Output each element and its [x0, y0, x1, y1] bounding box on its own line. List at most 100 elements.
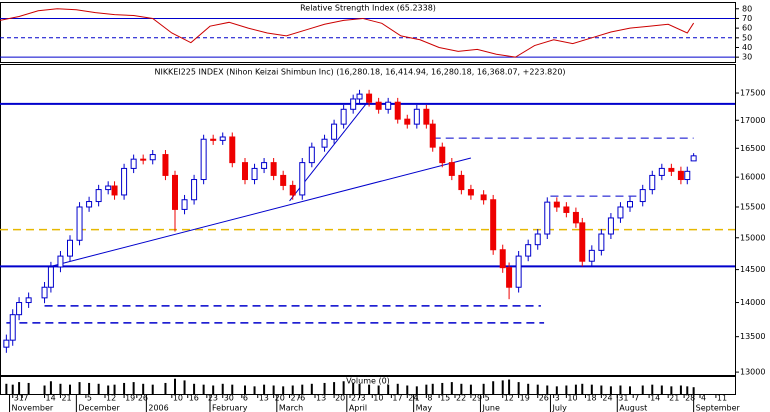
y-tick-label: 16500	[740, 144, 765, 153]
volume-bar	[59, 383, 62, 394]
x-tick-label: 12	[106, 394, 116, 403]
volume-bar	[600, 385, 603, 394]
candle-body	[668, 167, 675, 172]
volume-bar	[164, 382, 167, 394]
volume-bar	[536, 384, 539, 394]
candle-body	[490, 199, 497, 251]
candle-body	[308, 146, 315, 164]
price-frame	[0, 64, 736, 376]
volume-bar	[231, 384, 234, 394]
candle-body	[579, 222, 586, 262]
volume-bar	[151, 384, 154, 394]
price-title: NIKKEI225 INDEX (Nihon Keizai Shimbun In…	[154, 68, 565, 77]
candle-body	[25, 297, 32, 304]
y-tick-label: 60	[742, 24, 752, 33]
trend-line	[50, 157, 472, 267]
month-label: December	[78, 404, 120, 412]
candle-body	[499, 249, 506, 269]
volume-bar	[244, 385, 246, 394]
x-tick-label: 19	[520, 394, 530, 403]
x-tick-label: 21	[669, 394, 679, 403]
volume-bar	[193, 383, 196, 394]
volume-bar	[97, 383, 100, 394]
x-tick-label: 19	[125, 394, 135, 403]
volume-bar	[142, 383, 145, 394]
y-tick-label: 17000	[740, 116, 765, 125]
month-label: August	[619, 404, 647, 412]
x-tick-label: 4	[701, 394, 706, 403]
candle-body	[67, 239, 73, 257]
candle-body	[9, 314, 16, 341]
candle-body	[607, 217, 614, 235]
volume-bar	[291, 385, 294, 394]
volume-bar	[212, 385, 215, 394]
candle-body	[181, 199, 188, 210]
candle-body	[3, 339, 10, 348]
volume-bar	[132, 382, 135, 394]
month-label: September	[696, 404, 741, 412]
volume-bar	[641, 385, 644, 394]
volume-bar	[508, 379, 511, 394]
x-tick-label: 15	[440, 394, 450, 403]
candle-body	[515, 255, 522, 288]
volume-bar	[574, 384, 577, 394]
candle-body	[439, 146, 446, 164]
candle-body	[598, 233, 605, 251]
x-tick-label: 10	[373, 394, 383, 403]
candle-body	[41, 286, 48, 299]
candle-body	[684, 170, 691, 181]
candle-body	[506, 267, 513, 288]
month-label: May	[416, 404, 433, 412]
volume-bar	[387, 384, 390, 394]
candle-body	[649, 174, 656, 191]
volume-bar	[282, 386, 285, 394]
volume-bar	[272, 385, 275, 394]
candle-body	[162, 154, 169, 176]
volume-bar	[5, 383, 8, 394]
candle-body	[111, 185, 118, 196]
x-tick-label: 12	[504, 394, 514, 403]
x-tick-label: 14	[46, 394, 56, 403]
candle-body	[639, 189, 646, 203]
x-tick-label: 21	[61, 394, 71, 403]
candle-body	[210, 138, 217, 141]
volume-bar	[469, 384, 472, 394]
candle-body	[149, 154, 156, 161]
volume-bar	[88, 382, 91, 394]
candle-body	[588, 249, 595, 262]
candle-body	[121, 167, 128, 196]
volume-bar	[183, 380, 186, 394]
candle-body	[480, 194, 487, 201]
y-tick-label: 40	[742, 43, 752, 52]
y-tick-label: 16000	[740, 173, 765, 182]
candle-body	[423, 108, 430, 125]
candle-body	[544, 201, 551, 235]
x-tick-label: 31	[14, 394, 24, 403]
candle-body	[350, 98, 357, 110]
candle-body	[251, 167, 258, 181]
volume-bar	[686, 386, 689, 394]
x-tick-label: 20	[275, 394, 285, 403]
candle-body	[385, 101, 392, 110]
volume-bar	[651, 384, 654, 394]
candle-body	[105, 185, 112, 191]
x-tick-label: 18	[586, 394, 596, 403]
candle-body	[299, 162, 306, 196]
candle-body	[280, 174, 287, 186]
y-tick-label: 70	[742, 14, 752, 23]
x-tick-label: 26	[138, 394, 148, 403]
volume-bar	[590, 384, 593, 394]
volume-bar	[460, 383, 463, 394]
y-tick-label: 15000	[740, 233, 765, 242]
x-tick-label: 8	[427, 394, 432, 403]
y-tick-label: 13000	[740, 368, 765, 377]
volume-bar	[406, 385, 409, 394]
candle-body	[429, 123, 436, 148]
volume-bar	[555, 386, 558, 394]
candle-body	[219, 136, 226, 141]
x-tick-label: 5	[87, 394, 92, 403]
volume-bar	[619, 385, 622, 394]
candle-body	[200, 138, 207, 181]
